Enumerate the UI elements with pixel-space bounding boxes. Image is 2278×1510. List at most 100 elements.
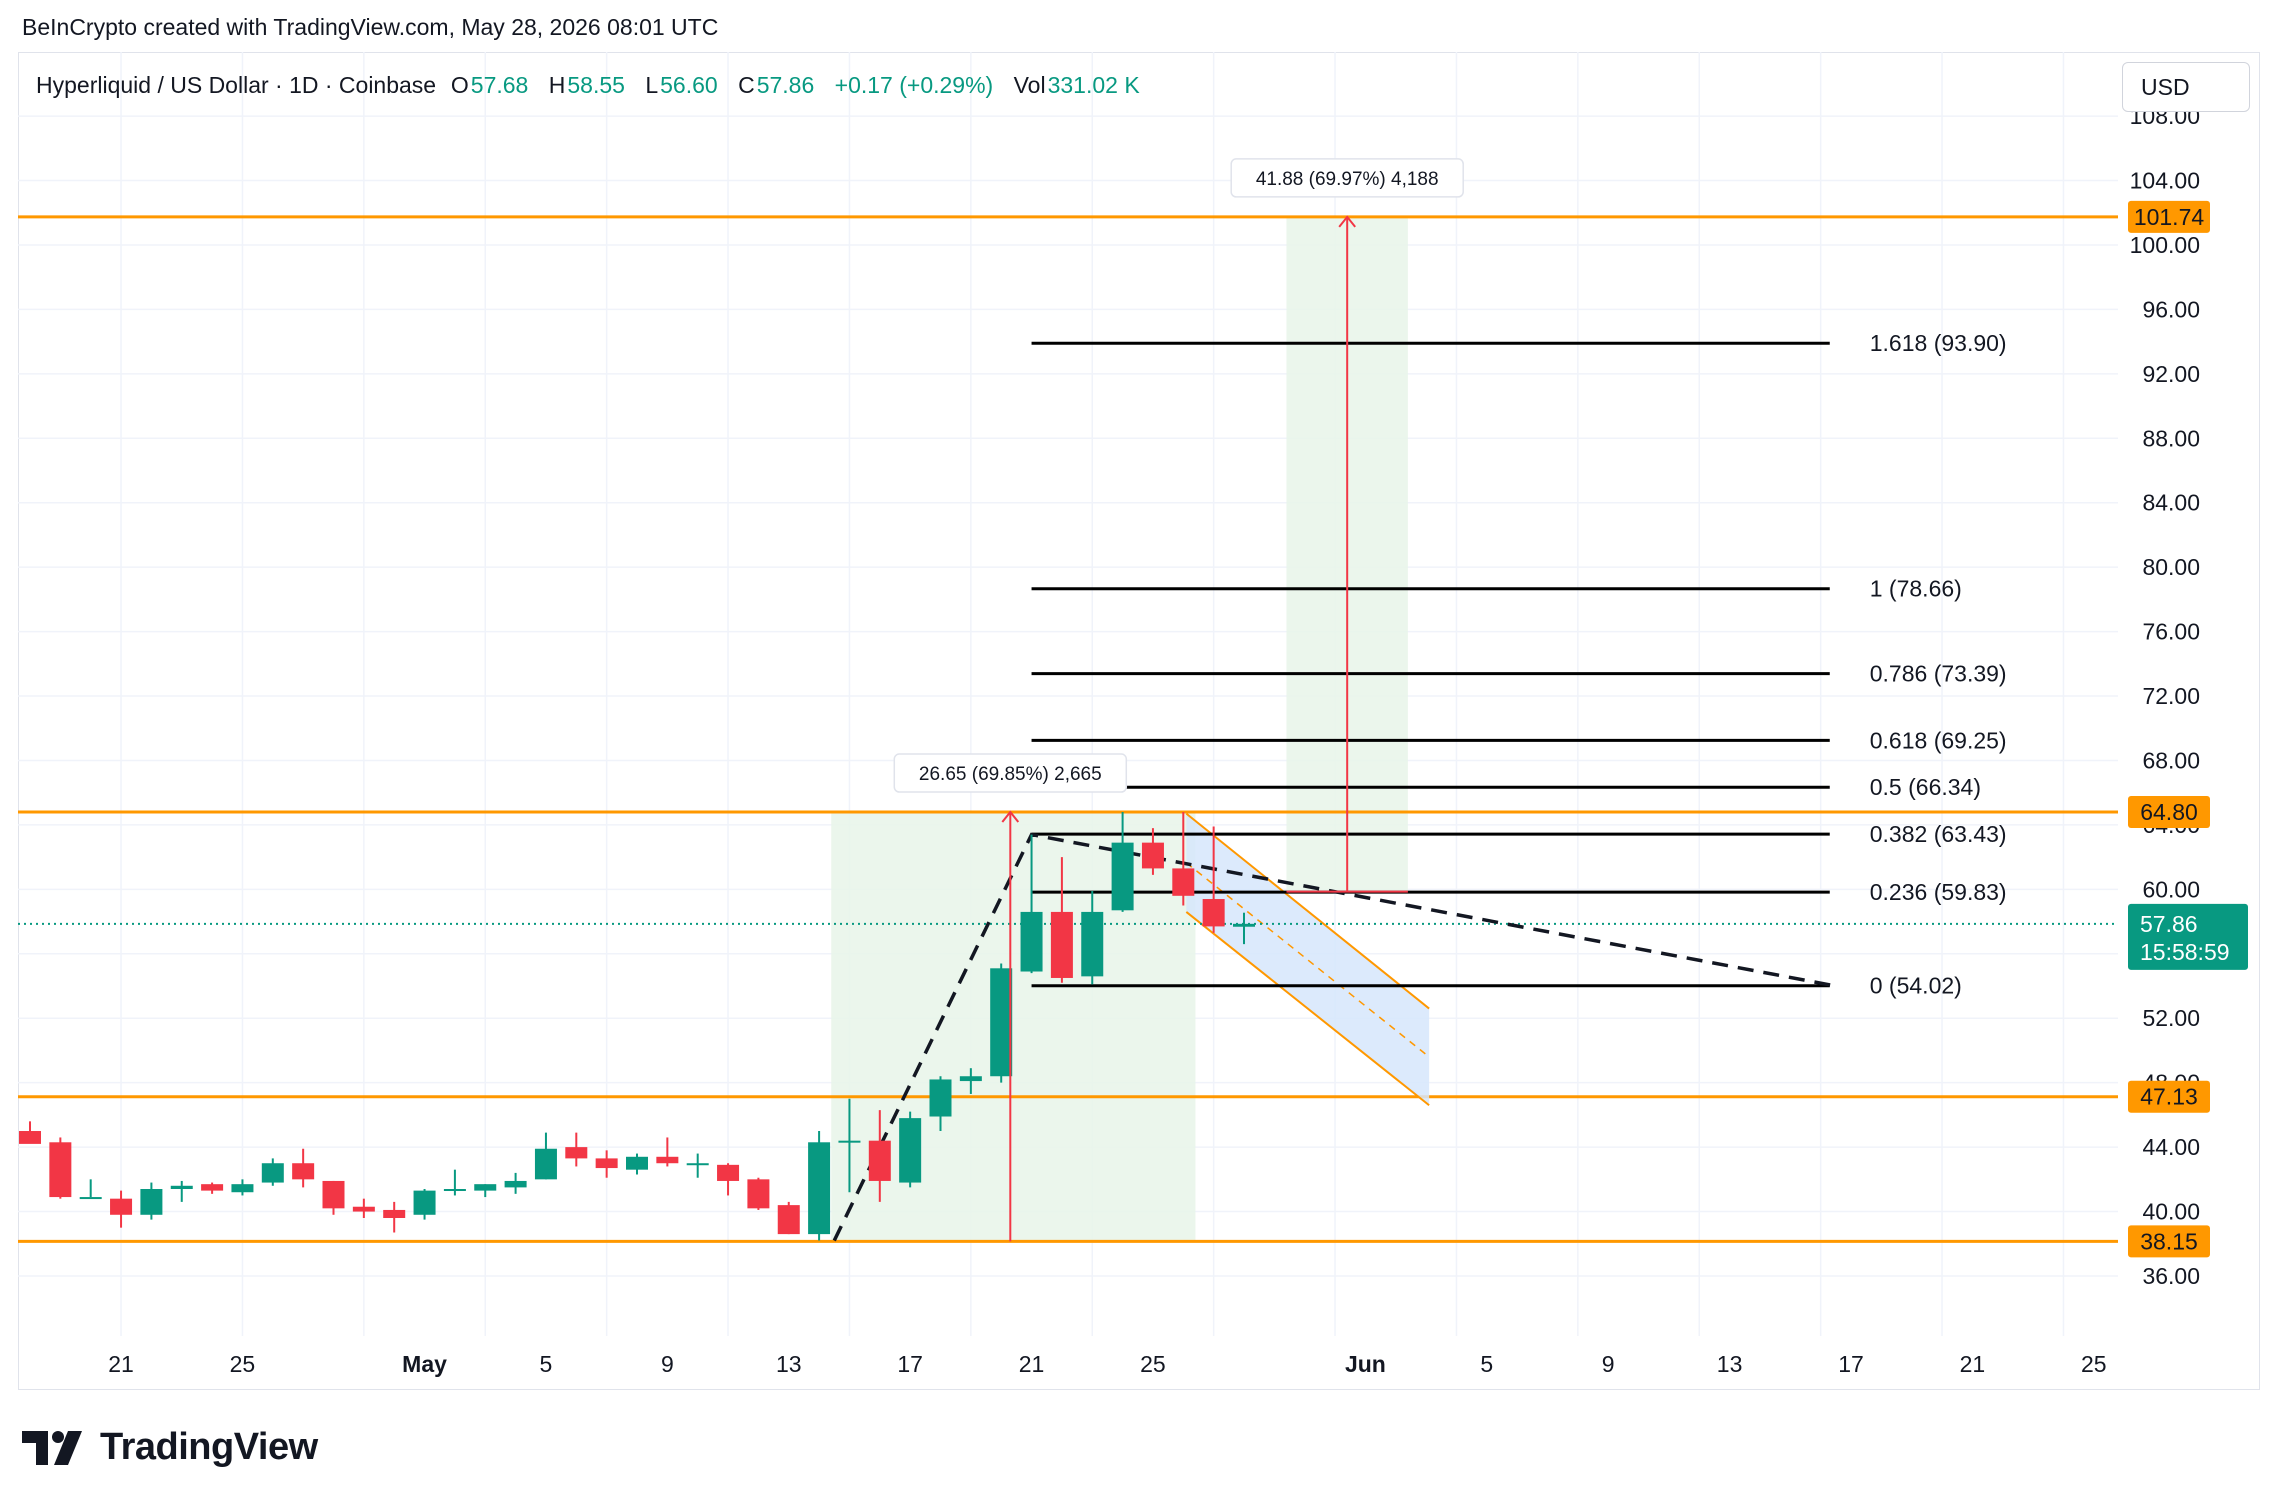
candle-body: [899, 1118, 922, 1183]
candle-0: [19, 1121, 41, 1144]
x-tick-label: 13: [1717, 1351, 1743, 1377]
x-tick-label: 25: [1140, 1351, 1166, 1377]
x-tick-label: 21: [108, 1351, 134, 1377]
candle-body: [990, 968, 1013, 1077]
level-tag-label: 47.13: [2140, 1084, 2198, 1110]
y-tick-label: 88.00: [2142, 425, 2200, 451]
x-tick-label: 25: [2081, 1351, 2107, 1377]
candle-4: [140, 1182, 163, 1220]
candle-29: [899, 1111, 922, 1188]
candle-15: [474, 1184, 497, 1198]
y-tick-label: 40.00: [2142, 1199, 2200, 1225]
candle-body: [383, 1209, 406, 1219]
candle-27: [838, 1098, 861, 1193]
y-tick-label: 72.00: [2142, 683, 2200, 709]
fib-label-1.618: 1.618 (93.90): [1870, 330, 2007, 356]
candle-body: [959, 1076, 982, 1082]
candle-body: [534, 1148, 557, 1180]
currency-button[interactable]: USD: [2122, 62, 2250, 112]
x-tick-label: 25: [230, 1351, 256, 1377]
level-tag-101.74: [2128, 200, 2210, 233]
y-tick-label: 96.00: [2142, 296, 2200, 322]
tradingview-logo[interactable]: TradingView: [22, 1426, 318, 1469]
close-label: C: [738, 72, 755, 98]
x-tick-label: 17: [1838, 1351, 1864, 1377]
candle-28: [868, 1110, 891, 1202]
x-tick-label: 9: [661, 1351, 674, 1377]
candle-21: [656, 1137, 679, 1167]
fib-label-1: 1 (78.66): [1870, 576, 1962, 602]
candle-body: [1202, 899, 1225, 927]
candle-9: [292, 1148, 315, 1188]
candle-body: [595, 1158, 618, 1169]
candle-body: [565, 1147, 588, 1159]
y-tick-label: 60.00: [2142, 876, 2200, 902]
level-tag-38.15: [2128, 1225, 2210, 1258]
candle-38: [1172, 812, 1195, 906]
candle-23: [717, 1163, 740, 1196]
candle-body: [413, 1190, 436, 1215]
candle-body: [170, 1185, 193, 1190]
candle-body: [1141, 842, 1164, 869]
candle-body: [1111, 842, 1134, 911]
tradingview-logo-text: TradingView: [100, 1426, 318, 1468]
candle-13: [413, 1189, 436, 1220]
candle-body: [686, 1163, 709, 1166]
candle-22: [686, 1153, 709, 1178]
candle-body: [201, 1184, 224, 1191]
candle-8: [261, 1158, 284, 1186]
y-tick-label: 76.00: [2142, 619, 2200, 645]
y-tick-label: 36.00: [2142, 1263, 2200, 1289]
y-tick-label: 84.00: [2142, 490, 2200, 516]
x-tick-label: 9: [1602, 1351, 1615, 1377]
candle-body: [1081, 911, 1104, 977]
candle-body: [140, 1189, 163, 1215]
candle-18: [565, 1132, 588, 1167]
open-value: 57.68: [470, 72, 529, 98]
channel-lower-line: [1185, 911, 1430, 1107]
candle-25: [777, 1201, 800, 1235]
tradingview-logo-icon: [22, 1430, 82, 1465]
candle-3: [110, 1190, 133, 1228]
candle-19: [595, 1150, 618, 1178]
candle-2: [79, 1179, 102, 1200]
candle-body: [747, 1179, 770, 1209]
plot-area: [18, 52, 2118, 1336]
measure-label-box-2: [1230, 158, 1464, 198]
x-tick-label: 13: [776, 1351, 802, 1377]
candle-32: [990, 963, 1013, 1083]
chart-credit: BeInCrypto created with TradingView.com,…: [22, 14, 719, 40]
candle-16: [504, 1172, 527, 1194]
candle-body: [110, 1198, 133, 1215]
candle-14: [443, 1169, 466, 1196]
level-tag-label: 101.74: [2134, 204, 2205, 230]
candle-body: [231, 1184, 254, 1193]
candle-body: [868, 1140, 891, 1181]
change-value: +0.17 (+0.29%): [834, 72, 994, 98]
fib-label-0.786: 0.786 (73.39): [1870, 661, 2007, 687]
chart-frame: [18, 52, 2260, 1390]
y-tick-label: 104.00: [2130, 168, 2200, 194]
channel-upper-line: [1185, 812, 1430, 1010]
y-tick-label: 52.00: [2142, 1005, 2200, 1031]
volume-label: Vol: [1013, 72, 1046, 98]
candle-body: [292, 1163, 315, 1180]
close-value: 57.86: [756, 72, 815, 98]
candle-body: [838, 1140, 861, 1143]
y-tick-label: 44.00: [2142, 1134, 2200, 1160]
candle-body: [322, 1180, 345, 1209]
candle-34: [1050, 857, 1073, 983]
symbol-title[interactable]: Hyperliquid / US Dollar · 1D · Coinbase: [36, 72, 437, 98]
candle-37: [1141, 828, 1164, 875]
candle-17: [534, 1132, 557, 1180]
candle-body: [443, 1189, 466, 1192]
symbol-legend: Hyperliquid / US Dollar · 1D · Coinbase …: [36, 72, 1154, 99]
range-box-1: [831, 812, 1196, 1242]
candle-31: [959, 1068, 982, 1094]
candle-12: [383, 1201, 406, 1233]
candle-body: [656, 1156, 679, 1164]
candle-body: [352, 1206, 375, 1212]
y-tick-label: 68.00: [2142, 747, 2200, 773]
candle-33: [1020, 834, 1043, 974]
